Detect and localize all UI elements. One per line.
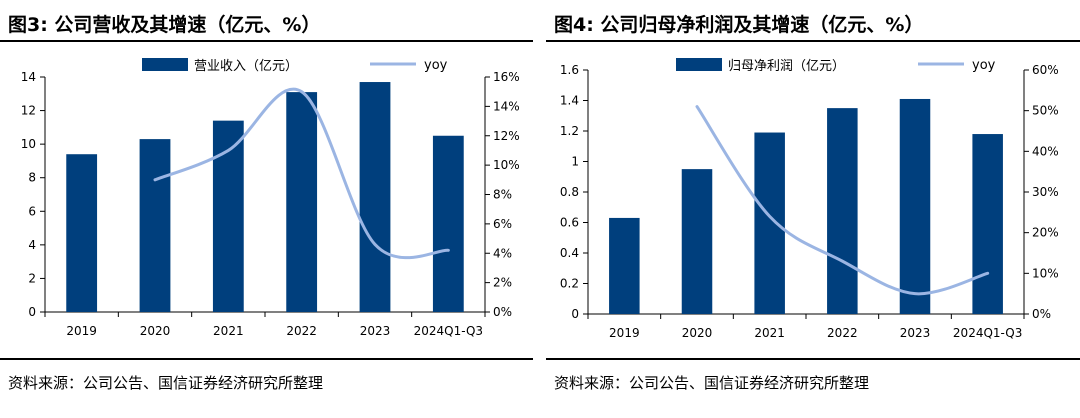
x-tick-label: 2023 — [900, 326, 931, 340]
left-tick-label: 0.2 — [560, 277, 579, 291]
right-tick-label: 30% — [1032, 185, 1059, 199]
legend-swatch-bar — [676, 58, 722, 71]
bottom-rule — [0, 358, 533, 360]
right-tick-label: 40% — [1032, 144, 1059, 158]
legend-label: yoy — [972, 58, 996, 73]
right-tick-label: 6% — [493, 217, 512, 231]
bar — [139, 139, 171, 312]
figure-title: 图4: 公司归母净利润及其增速（亿元、%） — [554, 14, 924, 36]
left-tick-label: 10 — [21, 137, 36, 151]
right-tick-label: 20% — [1032, 226, 1059, 240]
legend-label: 营业收入（亿元） — [194, 59, 298, 74]
left-tick-label: 0 — [571, 307, 579, 321]
x-tick-label: 2024Q1-Q3 — [953, 326, 1022, 340]
bar — [972, 134, 1003, 314]
chart-panel-revenue: 图3: 公司营收及其增速（亿元、%） 0 2 4 6 8 10 12 14 0% 2% 4% 6% 8%… — [0, 0, 533, 418]
right-tick-label: 0% — [1032, 307, 1051, 321]
left-tick-label: 6 — [28, 204, 36, 218]
bar — [359, 82, 391, 313]
bar — [66, 154, 98, 312]
left-tick-label: 4 — [28, 238, 36, 252]
source-note: 资料来源：公司公告、国信证券经济研究所整理 — [554, 374, 870, 392]
legend-label: yoy — [424, 58, 448, 73]
right-tick-label: 50% — [1032, 104, 1059, 118]
bar — [827, 108, 858, 314]
x-tick-label: 2024Q1-Q3 — [414, 324, 483, 338]
net-profit-chart: 0 0.2 0.4 0.6 0.8 1 1.2 1.4 1.6 0% 10% 20% 30% 40% 50%… — [560, 58, 1059, 340]
left-tick-label: 8 — [28, 171, 36, 185]
yoy-line — [695, 105, 990, 296]
x-tick-label: 2022 — [286, 324, 317, 338]
bar — [212, 120, 244, 313]
x-tick-label: 2019 — [609, 326, 640, 340]
left-tick-label: 14 — [21, 70, 36, 84]
right-tick-label: 8% — [493, 188, 512, 202]
right-tick-label: 10% — [493, 158, 520, 172]
figure-title: 图3: 公司营收及其增速（亿元、%） — [8, 14, 321, 36]
x-tick-label: 2021 — [213, 324, 244, 338]
bar — [899, 98, 931, 314]
top-rule — [546, 40, 1080, 42]
left-tick-label: 12 — [21, 104, 36, 118]
x-tick-label: 2021 — [754, 326, 785, 340]
right-tick-label: 4% — [493, 246, 512, 260]
x-tick-label: 2023 — [360, 324, 391, 338]
left-tick-label: 1.4 — [560, 94, 579, 108]
source-note: 资料来源：公司公告、国信证券经济研究所整理 — [8, 374, 324, 392]
left-tick-label: 1.2 — [560, 124, 579, 138]
left-tick-label: 1 — [571, 155, 579, 169]
revenue-chart: 0 2 4 6 8 10 12 14 0% 2% 4% 6% 8% 10% 12% 14% 16% 2019 202… — [21, 58, 520, 338]
bar — [609, 217, 640, 314]
x-tick-label: 2019 — [66, 324, 97, 338]
x-tick-label: 2020 — [140, 324, 171, 338]
right-tick-label: 10% — [1032, 266, 1059, 280]
left-tick-label: 0.4 — [560, 246, 579, 260]
left-tick-label: 0 — [28, 305, 36, 319]
right-tick-label: 2% — [493, 276, 512, 290]
right-tick-label: 14% — [493, 99, 520, 113]
bar — [754, 132, 785, 314]
left-tick-label: 0.6 — [560, 216, 579, 230]
x-tick-label: 2020 — [682, 326, 713, 340]
bar — [286, 92, 318, 312]
legend-swatch-bar — [142, 58, 188, 71]
right-tick-label: 60% — [1032, 63, 1059, 77]
yoy-line — [153, 87, 450, 260]
legend-label: 归母净利润（亿元） — [728, 59, 845, 74]
left-tick-label: 2 — [28, 271, 36, 285]
right-tick-label: 0% — [493, 305, 512, 319]
top-rule — [0, 40, 533, 42]
left-tick-label: 0.8 — [560, 185, 579, 199]
x-tick-label: 2022 — [827, 326, 858, 340]
bar — [681, 169, 713, 314]
left-tick-label: 1.6 — [560, 63, 579, 77]
right-tick-label: 16% — [493, 70, 520, 84]
bar — [432, 135, 464, 312]
bottom-rule — [546, 358, 1080, 360]
right-tick-label: 12% — [493, 129, 520, 143]
chart-panel-net-profit: 图4: 公司归母净利润及其增速（亿元、%） 0 0.2 0.4 0.6 0.8 1 1.2 1… — [546, 0, 1080, 418]
